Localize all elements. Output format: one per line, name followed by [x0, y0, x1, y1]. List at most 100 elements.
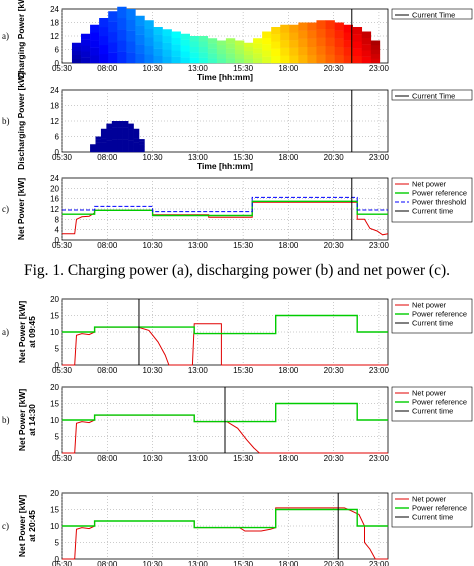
heat-bar	[325, 54, 335, 64]
x-tick-label: 15:30	[233, 560, 254, 566]
legend-label: Current Time	[412, 92, 455, 101]
x-tick-label: 18:00	[278, 366, 299, 375]
x-tick-label: 23:00	[369, 241, 390, 250]
heat-bar	[352, 34, 363, 42]
heat-bar	[244, 58, 254, 64]
x-tick-label: 05:30	[52, 560, 73, 566]
heat-bar	[108, 21, 118, 33]
y-tick-label: 15	[50, 312, 59, 321]
heat-bar	[133, 138, 140, 143]
legend-label: Current time	[412, 407, 453, 416]
heat-bar	[280, 24, 290, 33]
x-tick-label: 18:00	[278, 241, 299, 250]
heat-bar	[171, 56, 181, 64]
heat-bar	[117, 18, 127, 30]
heat-bar	[106, 129, 113, 136]
heat-bar	[207, 48, 218, 54]
heat-bar	[106, 123, 113, 130]
heat-bar	[81, 51, 91, 58]
heat-bar	[262, 56, 272, 64]
heat-bar	[100, 133, 107, 139]
y-axis-label: Charging Power [kW]	[16, 0, 26, 79]
heat-bar	[334, 54, 344, 64]
heat-bar	[122, 121, 129, 128]
heat-bar	[71, 42, 82, 47]
x-tick-label: 13:00	[188, 366, 209, 375]
heat-bar	[207, 43, 218, 49]
heat-bar	[189, 36, 200, 42]
y-tick-label: 10	[50, 416, 59, 425]
heat-bar	[262, 50, 272, 57]
legend-label: Current time	[412, 513, 453, 522]
heat-bar	[117, 133, 123, 140]
heat-bar	[207, 58, 218, 64]
heat-bar	[343, 40, 353, 48]
y-axis-label: Net Power [kW]	[17, 495, 27, 558]
chart-panel-1: 05:30 08:00 10:30 13:00 15:30 18:00 20:30 23:00…	[2, 0, 473, 82]
y-tick-label: 20	[50, 489, 59, 498]
heat-bar	[370, 49, 381, 55]
heat-bar	[126, 9, 136, 20]
heat-bar	[244, 54, 254, 60]
heat-bar	[95, 136, 102, 140]
heat-bar	[307, 22, 317, 31]
x-tick-label: 13:00	[188, 241, 209, 250]
heat-bar	[216, 40, 227, 46]
legend-box	[391, 8, 473, 20]
heat-bar	[138, 141, 145, 145]
x-tick-label: 05:30	[52, 153, 73, 162]
heat-bar	[153, 27, 163, 35]
heat-bar	[106, 146, 113, 153]
heat-bar	[189, 52, 200, 58]
x-tick-label: 18:00	[278, 560, 299, 566]
series-line-power-reference	[62, 200, 388, 217]
heat-bar	[334, 30, 344, 39]
heat-bar	[153, 34, 163, 42]
heat-bar	[90, 47, 100, 56]
heat-bar	[298, 38, 308, 47]
x-tick-label: 10:30	[143, 64, 164, 73]
series-line-net-power	[62, 323, 388, 366]
heat-bar	[162, 36, 172, 43]
heat-bar	[352, 48, 363, 56]
heat-bar	[95, 148, 102, 153]
series-line-net-power	[62, 507, 388, 560]
heat-bar	[100, 138, 107, 143]
heat-bar	[133, 133, 140, 139]
heat-bar	[180, 45, 190, 52]
heat-bar	[307, 46, 317, 56]
heat-bar	[144, 37, 154, 47]
y-tick-label: 15	[50, 400, 59, 409]
heat-bar	[99, 54, 109, 64]
heat-bar	[162, 49, 172, 57]
heat-bar	[361, 50, 372, 57]
heat-bar	[307, 30, 317, 39]
heat-bar	[253, 48, 263, 54]
heat-bar	[262, 37, 272, 45]
heat-bar	[289, 55, 299, 64]
x-tick-label: 23:00	[369, 366, 390, 375]
heat-bar	[99, 27, 109, 37]
heat-bar	[138, 149, 145, 153]
x-tick-label: 20:30	[324, 153, 345, 162]
heat-bar	[117, 6, 127, 19]
legend-label: Net power	[412, 495, 447, 504]
y-tick-label: 16	[50, 195, 59, 204]
heat-bar	[100, 147, 107, 153]
figure-caption: Fig. 1. Charging power (a), discharging …	[24, 262, 450, 279]
series-line-power-reference	[62, 508, 388, 529]
series-line-power-threshold	[62, 196, 388, 213]
x-tick-label: 23:00	[369, 454, 390, 463]
heat-bar	[133, 147, 140, 153]
heat-bar	[234, 45, 245, 50]
x-tick-label: 23:00	[369, 560, 390, 566]
series-line-power-reference	[62, 314, 388, 335]
heat-bar	[334, 22, 344, 31]
heat-bar	[325, 37, 335, 47]
heat-bar	[117, 145, 123, 153]
x-tick-label: 20:30	[324, 454, 345, 463]
y-tick-label: 20	[50, 383, 59, 392]
heat-bar	[138, 146, 145, 150]
heat-bar	[189, 57, 200, 64]
heat-bar	[198, 46, 209, 53]
